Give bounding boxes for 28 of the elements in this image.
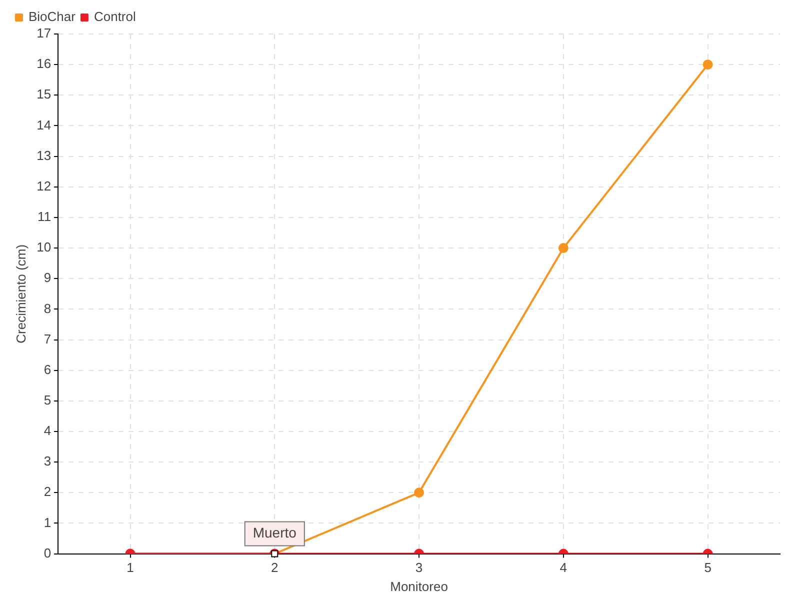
y-tick-label: 15: [36, 86, 52, 102]
x-tick-label: 4: [560, 560, 568, 576]
x-tick-label: 3: [415, 560, 423, 576]
y-tick-label: 2: [44, 484, 52, 500]
x-tick-label: 2: [271, 560, 278, 576]
y-tick-label: 1: [44, 514, 52, 530]
y-tick-label: 0: [44, 545, 52, 560]
y-tick-label: 5: [44, 392, 52, 408]
y-tick-label: 12: [36, 178, 52, 194]
x-axis-title: Monitoreo: [390, 578, 448, 594]
y-tick-label: 4: [44, 423, 52, 438]
y-tick-label: 3: [44, 454, 52, 469]
x-tick-label: 1: [126, 560, 134, 576]
y-axis-title: Crecimiento (cm): [13, 244, 28, 344]
legend-label: Control: [94, 9, 136, 24]
y-tick-label: 11: [38, 209, 52, 224]
y-tick-label: 13: [36, 148, 52, 163]
x-tick-label: 5: [704, 560, 712, 576]
y-tick-label: 14: [36, 117, 52, 132]
y-tick-label: 8: [44, 300, 52, 316]
y-tick-label: 16: [36, 56, 52, 72]
y-tick-label: 9: [44, 270, 52, 286]
annotation: Muerto: [252, 524, 297, 541]
y-tick-label: 17: [36, 26, 52, 41]
y-tick-label: 6: [44, 362, 52, 377]
y-tick-label: 10: [36, 240, 52, 255]
legend-label: BioChar: [28, 9, 76, 24]
y-tick-label: 7: [44, 331, 52, 346]
